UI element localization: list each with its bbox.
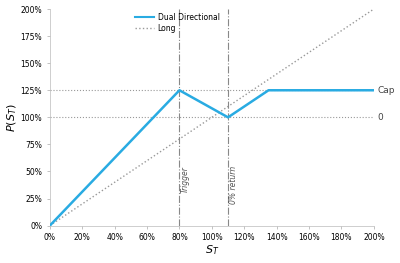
Text: 0% return: 0% return xyxy=(229,166,238,204)
Y-axis label: $P(S_T)$: $P(S_T)$ xyxy=(6,103,19,132)
Text: 0: 0 xyxy=(377,113,383,122)
Text: Trigger: Trigger xyxy=(180,166,189,193)
X-axis label: $S_T$: $S_T$ xyxy=(205,244,219,257)
Text: Cap: Cap xyxy=(377,86,394,95)
Legend: Dual Directional, Long: Dual Directional, Long xyxy=(135,13,220,33)
